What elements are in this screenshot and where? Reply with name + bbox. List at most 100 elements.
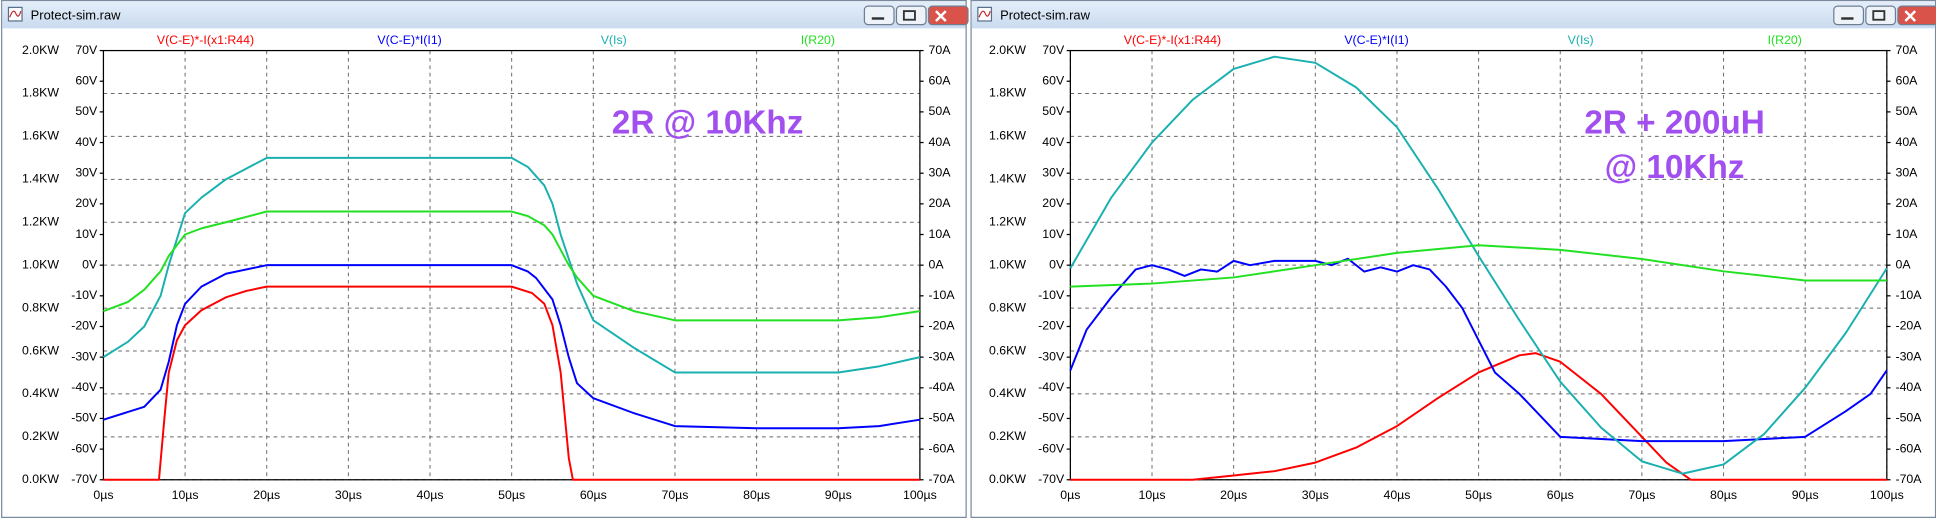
y2-tick-label: -30V (71, 349, 98, 363)
window-icon (7, 6, 23, 22)
legend-entry: I(R20) (801, 33, 835, 47)
y2-tick-label: 20V (75, 196, 98, 210)
y-tick-label: 2.0KW (22, 43, 59, 57)
y2-tick-label: -50V (71, 411, 98, 425)
x-tick-label: 100µs (903, 488, 937, 502)
maximize-button[interactable] (1865, 5, 1897, 26)
legend-entry: V(C-E)*I(I1) (377, 33, 441, 47)
y2-tick-label: 0V (1049, 257, 1065, 271)
x-tick-label: 70µs (661, 488, 688, 502)
chart: 0µs 10µs 20µs 30µs 40µs 50µs 60µs 70µs 80µs 90µs 1… (989, 33, 1922, 502)
annotation: 2R + 200uH (1584, 104, 1764, 141)
y2-tick-label: 10V (1042, 227, 1065, 241)
x-tick-label: 10µs (1139, 488, 1166, 502)
y3-tick-label: -10A (929, 288, 956, 302)
y2-tick-label: 30V (75, 165, 98, 179)
y3-tick-label: 60A (929, 73, 952, 87)
y-tick-label: 1.0KW (22, 257, 59, 271)
close-glyph (935, 10, 947, 22)
series-line (102, 156, 921, 374)
y-tick-label: 0.6KW (989, 343, 1026, 357)
chart: 0µs 10µs 20µs 30µs 40µs 50µs 60µs 70µs 80µs 90µs 1… (22, 33, 955, 502)
y3-tick-label: -60A (929, 441, 956, 455)
y-tick-label: 1.8KW (989, 86, 1026, 100)
y2-tick-label: -10V (71, 288, 98, 302)
y-tick-label: 0.4KW (989, 386, 1026, 400)
y3-tick-label: -30A (1895, 349, 1922, 363)
y3-tick-label: 0A (929, 257, 945, 271)
y3-tick-label: 50A (1895, 104, 1918, 118)
x-tick-label: 80µs (743, 488, 770, 502)
y3-tick-label: 40A (1895, 135, 1918, 149)
series-line (1069, 257, 1888, 443)
y2-tick-label: 40V (1042, 135, 1065, 149)
x-tick-label: 0µs (93, 488, 113, 502)
y2-tick-label: -30V (1038, 349, 1065, 363)
y3-tick-label: -50A (929, 411, 956, 425)
x-tick-label: 30µs (1302, 488, 1329, 502)
x-tick-label: 90µs (1792, 488, 1819, 502)
y2-tick-label: -70V (1038, 472, 1065, 486)
y3-tick-label: -40A (929, 380, 956, 394)
close-button[interactable] (927, 5, 969, 26)
y2-tick-label: 70V (75, 43, 98, 57)
y-tick-label: 1.4KW (989, 172, 1026, 186)
y-tick-label: 0.6KW (22, 343, 59, 357)
max-glyph (1872, 10, 1886, 21)
y3-tick-label: 10A (929, 227, 952, 241)
y-tick-label: 0.4KW (22, 386, 59, 400)
x-tick-label: 0µs (1060, 488, 1080, 502)
y3-tick-label: -10A (1895, 288, 1922, 302)
legend-entry: V(Is) (1568, 33, 1594, 47)
maximize-button[interactable] (895, 5, 927, 26)
y3-tick-label: 40A (929, 135, 952, 149)
x-tick-label: 90µs (825, 488, 852, 502)
y2-tick-label: -20V (71, 319, 98, 333)
legend-entry: V(C-E)*-I(x1:R44) (157, 33, 254, 47)
y2-tick-label: 0V (82, 257, 98, 271)
y3-tick-label: -70A (1895, 472, 1922, 486)
y3-tick-label: 0A (1895, 257, 1911, 271)
y-tick-label: 0.8KW (989, 300, 1026, 314)
plot-border (1069, 49, 1888, 481)
legend-entry: V(C-E)*I(I1) (1344, 33, 1408, 47)
y-tick-label: 1.6KW (22, 129, 59, 143)
minimize-button[interactable] (1833, 5, 1865, 26)
y-tick-label: 0.0KW (22, 472, 59, 486)
y2-tick-label: 40V (75, 135, 98, 149)
x-tick-label: 20µs (1220, 488, 1247, 502)
y2-tick-label: -70V (71, 472, 98, 486)
x-tick-label: 100µs (1870, 488, 1904, 502)
window-icon (977, 6, 993, 22)
y2-tick-label: 60V (75, 73, 98, 87)
series-line (1069, 55, 1888, 475)
y3-tick-label: 30A (929, 165, 952, 179)
y2-tick-label: -60V (1038, 441, 1065, 455)
y3-tick-label: 50A (929, 104, 952, 118)
y3-tick-label: 70A (929, 43, 952, 57)
x-tick-label: 10µs (172, 488, 199, 502)
x-tick-label: 60µs (1547, 488, 1574, 502)
close-glyph (1904, 10, 1917, 22)
x-tick-label: 50µs (498, 488, 525, 502)
y3-tick-label: -40A (1895, 380, 1922, 394)
y-tick-label: 1.2KW (989, 214, 1026, 228)
window-icon-wave (9, 10, 22, 18)
series-line (103, 210, 921, 322)
y-tick-label: 1.2KW (22, 214, 59, 228)
y-tick-label: 2.0KW (989, 43, 1026, 57)
x-tick-label: 50µs (1465, 488, 1492, 502)
window-icon-wave (978, 10, 991, 18)
close-button[interactable] (1897, 5, 1936, 26)
y3-tick-label: -50A (1895, 411, 1922, 425)
minimize-button[interactable] (863, 5, 895, 26)
annotation: 2R @ 10Khz (612, 104, 804, 141)
y2-tick-label: -10V (1038, 288, 1065, 302)
y3-tick-label: -20A (1895, 319, 1922, 333)
y3-tick-label: -20A (929, 319, 956, 333)
y3-tick-label: 30A (1895, 165, 1918, 179)
y3-tick-label: -30A (929, 349, 956, 363)
title-bar (971, 1, 1935, 29)
series-line (103, 285, 920, 481)
